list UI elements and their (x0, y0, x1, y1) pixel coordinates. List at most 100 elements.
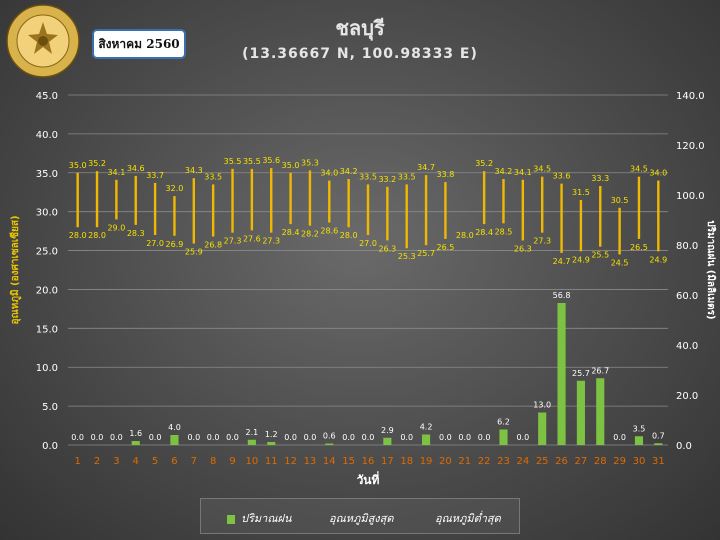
rain-bar (557, 303, 566, 445)
x-tick-label: 1 (74, 456, 80, 467)
rain-label: 0.0 (400, 433, 413, 442)
rain-bar (654, 443, 663, 445)
rain-bar (422, 434, 431, 445)
rain-label: 0.0 (516, 433, 529, 442)
x-tick-label: 16 (362, 456, 375, 467)
temperature-range (308, 170, 312, 226)
temperature-range (76, 172, 79, 228)
data-labels: 0.0 0.0 0.0 1.6 0.0 4.0 0.0 0.0 0.0 2.1 1.2 0.0 0.0 0… (69, 156, 667, 442)
rain-label: 0.0 (207, 433, 220, 442)
rain-bar (596, 378, 605, 445)
axes: 0.05.010.015.020.025.030.035.040.045.00.… (36, 91, 705, 467)
x-tick-label: 24 (516, 456, 529, 467)
x-axis-title: วันที่ (357, 471, 380, 487)
rain-label: 0.0 (71, 433, 84, 442)
tmin-label: 28.0 (69, 231, 87, 240)
tmax-label: 33.5 (204, 172, 222, 181)
temperature-range (579, 200, 583, 252)
right-tick-label: 60.0 (676, 291, 698, 302)
legend: ปริมาณฝน อุณหภูมิสูงสุด อุณหภูมิต่ำสุด (200, 498, 520, 534)
left-axis-title: อุณหภูมิ (องศาเซลเซียส) (9, 215, 22, 324)
tmax-label: 32.0 (166, 184, 184, 193)
tmin-label: 27.6 (243, 234, 261, 243)
temperature-range (444, 182, 447, 239)
tmax-label: 33.5 (359, 172, 377, 181)
tmin-label: 28.0 (88, 231, 106, 240)
rain-bar (576, 380, 585, 445)
x-tick-label: 28 (594, 456, 607, 467)
rain-bar (538, 412, 547, 445)
rain-label: 0.0 (284, 433, 297, 442)
tmin-label: 28.6 (320, 227, 338, 236)
tmin-label: 26.5 (630, 243, 648, 252)
temperature-range (366, 184, 370, 235)
rain-label: 1.2 (265, 430, 278, 439)
x-tick-label: 15 (342, 456, 355, 467)
tmin-label: 28.0 (340, 231, 358, 240)
x-tick-label: 27 (575, 456, 588, 467)
tmax-label: 34.0 (320, 169, 338, 178)
x-tick-label: 9 (229, 456, 235, 467)
temperature-range (270, 168, 273, 233)
x-tick-label: 8 (210, 456, 216, 467)
tmax-label: 35.6 (262, 156, 280, 165)
temperature-range (637, 176, 641, 239)
meteorological-department-logo (6, 4, 80, 78)
right-tick-label: 80.0 (676, 241, 698, 252)
rain-bar (267, 442, 276, 445)
x-tick-label: 31 (652, 456, 665, 467)
tmax-label: 35.0 (69, 161, 87, 170)
tmin-label: 28.2 (301, 230, 319, 239)
tmax-label: 34.3 (185, 166, 203, 175)
tmin-label: 28.5 (495, 227, 513, 236)
x-tick-label: 26 (555, 456, 568, 467)
tmax-label: 33.2 (378, 175, 396, 184)
temperature-range (405, 184, 408, 249)
temperature-range (540, 176, 544, 233)
tmin-label: 26.3 (378, 244, 396, 253)
legend-rain-swatch (227, 514, 235, 524)
temperature-range (134, 175, 137, 225)
rain-label: 0.0 (362, 433, 375, 442)
tmax-label: 33.5 (398, 172, 416, 181)
rain-label: 4.2 (420, 423, 433, 432)
x-tick-label: 7 (191, 456, 197, 467)
tmax-label: 34.5 (533, 165, 551, 174)
temperature-range (328, 180, 331, 223)
rain-label: 0.0 (226, 433, 239, 442)
rain-label: 2.1 (246, 428, 259, 437)
legend-tmax-label: อุณหภูมิสูงสุด (329, 512, 394, 525)
temperature-range (173, 196, 176, 236)
rain-bars (131, 303, 663, 445)
rain-label: 4.0 (168, 423, 181, 432)
tmax-label: 35.5 (224, 157, 242, 166)
grid-lines (68, 94, 668, 446)
tmax-label: 34.5 (630, 165, 648, 174)
x-tick-label: 30 (633, 456, 646, 467)
month-label: สิงหาคม 2560 (92, 29, 186, 59)
tmax-label: 34.2 (495, 167, 513, 176)
legend-tmin-label: อุณหภูมิต่ำสุด (435, 512, 501, 525)
rain-bar (247, 439, 256, 445)
rain-bar (634, 436, 644, 445)
x-tick-label: 23 (497, 456, 510, 467)
x-tick-label: 29 (613, 456, 626, 467)
tmin-label: 28.3 (127, 229, 145, 238)
right-axis-title: ปริมาณฝน (มิลลิเมตร) (705, 220, 717, 319)
left-tick-label: 45.0 (36, 91, 58, 102)
temperature-range (115, 179, 118, 220)
temperature-range (657, 180, 660, 252)
x-tick-label: 22 (478, 456, 491, 467)
temperature-range (211, 184, 215, 237)
x-tick-label: 3 (113, 456, 119, 467)
rain-label: 0.0 (149, 433, 162, 442)
tmax-label: 35.2 (475, 159, 493, 168)
tmin-label: 26.5 (437, 243, 455, 252)
right-tick-label: 120.0 (676, 141, 705, 152)
rain-bar (383, 437, 392, 445)
temperature-range (192, 178, 196, 244)
rain-label: 0.0 (458, 433, 471, 442)
tmin-label: 24.9 (572, 255, 590, 264)
temperature-range (231, 168, 234, 233)
rain-label: 0.0 (478, 433, 491, 442)
